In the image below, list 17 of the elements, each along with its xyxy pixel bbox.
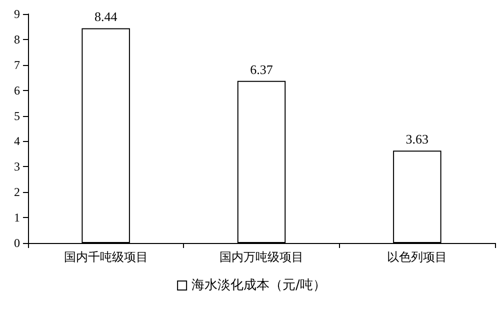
x-tick-label: 国内千吨级项目 — [64, 250, 148, 264]
data-label: 3.63 — [406, 132, 429, 147]
y-tick-label: 1 — [14, 210, 20, 225]
y-tick-label: 5 — [14, 108, 20, 123]
y-tick-label: 8 — [14, 32, 20, 46]
legend-label: 海水淡化成本（元/吨） — [192, 278, 326, 293]
y-tick-label: 2 — [14, 185, 20, 200]
x-tick-label: 以色列项目 — [387, 250, 448, 264]
y-tick-label: 4 — [14, 134, 20, 148]
y-tick-label: 7 — [14, 58, 20, 72]
data-label: 8.44 — [94, 9, 118, 24]
y-tick-label: 0 — [14, 236, 20, 250]
y-tick-label: 3 — [14, 160, 20, 174]
x-tick-label: 国内万吨级项目 — [220, 250, 304, 264]
y-tick-label: 6 — [14, 83, 20, 98]
data-label: 6.37 — [250, 62, 274, 77]
y-tick-label: 9 — [14, 7, 20, 21]
